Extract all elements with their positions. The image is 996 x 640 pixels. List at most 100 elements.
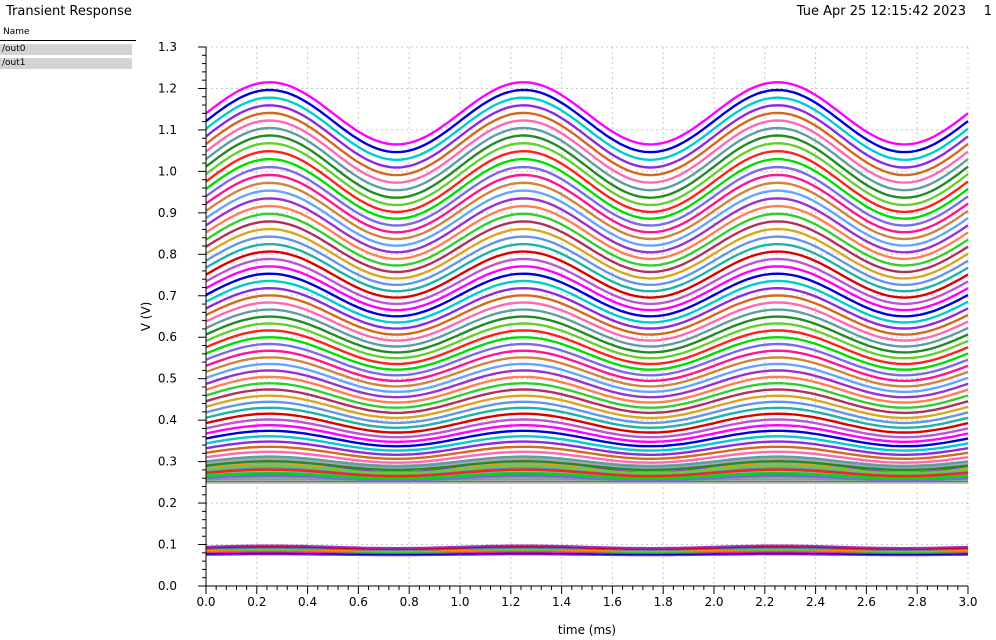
trace-out0	[205, 272, 969, 318]
trace-out0	[205, 406, 969, 430]
x-tick-label: 1.0	[450, 595, 469, 609]
trace-out0	[205, 468, 969, 478]
trace-out0	[205, 315, 969, 354]
data-layer	[205, 80, 969, 557]
y-tick-label: 0.8	[158, 247, 177, 261]
y-tick-label: 0.0	[158, 579, 177, 593]
y-tick-label: 0.7	[158, 289, 177, 303]
x-tick-label: 0.0	[196, 595, 215, 609]
trace-out1	[206, 551, 969, 555]
trace-out0	[205, 141, 969, 207]
trace-out0	[205, 308, 969, 348]
trace-out0	[205, 445, 969, 460]
trace-out0	[205, 375, 969, 404]
timestamp: Tue Apr 25 12:15:42 2023	[796, 4, 966, 19]
trace-out1	[205, 547, 969, 551]
x-tick-label: 0.6	[349, 595, 368, 609]
trace-out0	[205, 356, 969, 388]
trace-out0	[205, 412, 969, 434]
trace-out0	[205, 301, 969, 342]
x-tick-label: 1.4	[552, 595, 571, 609]
trace-out0	[205, 455, 969, 468]
trace-out1	[205, 548, 969, 553]
trace-out0	[205, 250, 969, 299]
trace-out1	[205, 549, 968, 553]
x-tick-label: 3.0	[958, 595, 977, 609]
trace-out0	[205, 418, 969, 439]
trace-out0	[205, 149, 969, 214]
trace-out0	[205, 423, 969, 444]
trace-out0	[205, 400, 969, 425]
trace-out0	[205, 80, 969, 146]
trace-out0	[205, 88, 969, 154]
trace-out0	[205, 342, 969, 377]
x-tick-label: 2.8	[908, 595, 927, 609]
trace-out0	[205, 459, 969, 472]
trace-out1	[205, 545, 969, 550]
trace-out0	[205, 369, 969, 399]
y-tick-label: 1.3	[158, 40, 177, 54]
y-tick-label: 1.0	[158, 164, 177, 178]
x-tick-label: 0.4	[298, 595, 317, 609]
trace-out1	[206, 552, 969, 556]
trace-out0	[205, 165, 969, 227]
trace-out0	[205, 227, 969, 280]
x-tick-label: 2.6	[857, 595, 876, 609]
trace-out0	[205, 126, 969, 192]
y-tick-label: 0.4	[158, 413, 177, 427]
x-tick-label: 2.2	[755, 595, 774, 609]
trace-out0	[205, 235, 969, 287]
legend-item-out0[interactable]: /out0	[0, 44, 132, 55]
y-axis-label: V (V)	[139, 302, 153, 332]
trace-out0	[205, 429, 969, 448]
trace-base-accent	[205, 467, 969, 476]
window-title: Transient Response	[6, 4, 132, 19]
trace-base-accent	[205, 478, 968, 481]
trace-out0	[205, 335, 969, 371]
x-tick-label: 2.0	[704, 595, 723, 609]
trace-out0	[205, 362, 969, 394]
trace-out0	[205, 257, 969, 306]
y-tick-label: 1.1	[158, 123, 177, 137]
trace-out0	[205, 450, 969, 464]
trace-out0	[205, 349, 969, 383]
trace-out0	[205, 388, 969, 415]
x-tick-label: 0.8	[400, 595, 419, 609]
trace-out0	[205, 119, 969, 184]
trace-out0	[205, 173, 969, 234]
trace-out0	[205, 322, 969, 360]
x-tick-label: 1.2	[501, 595, 520, 609]
trace-out0	[205, 394, 969, 420]
page-number: 1	[983, 4, 992, 19]
x-tick-label: 2.4	[806, 595, 825, 609]
trace-out0	[205, 265, 969, 312]
trace-out0	[205, 279, 969, 324]
trace-out0	[205, 381, 969, 409]
y-tick-label: 1.2	[158, 81, 177, 95]
trace-out0	[205, 474, 969, 482]
trace-out0	[205, 464, 969, 475]
trace-out0	[205, 329, 969, 366]
legend-item-out1[interactable]: /out1	[0, 58, 132, 69]
trace-out0	[205, 181, 969, 241]
trace-out0	[205, 242, 969, 293]
legend-header: Name	[0, 26, 136, 41]
trace-out0	[205, 435, 969, 452]
legend-panel: Name /out0 /out1	[0, 26, 136, 69]
y-tick-label: 0.3	[158, 455, 177, 469]
y-tick-label: 0.2	[158, 496, 177, 510]
trace-out0	[205, 189, 969, 247]
x-tick-label: 1.6	[603, 595, 622, 609]
trace-out0	[205, 197, 969, 254]
trace-out1	[206, 553, 969, 557]
trace-out0	[205, 286, 969, 330]
y-tick-label: 0.5	[158, 372, 177, 386]
trace-out0	[205, 204, 969, 261]
trace-out0	[205, 440, 969, 457]
x-axis-label: time (ms)	[558, 623, 616, 637]
axis-layer: 0.0 0.2 0.4 0.6 0.8 1.0 1.2 1.4 1.6 1.8 2.0 2.2 2.4 2…	[139, 40, 978, 637]
trace-out0	[205, 111, 969, 177]
x-tick-label: 1.8	[654, 595, 673, 609]
trace-out1	[205, 544, 969, 549]
